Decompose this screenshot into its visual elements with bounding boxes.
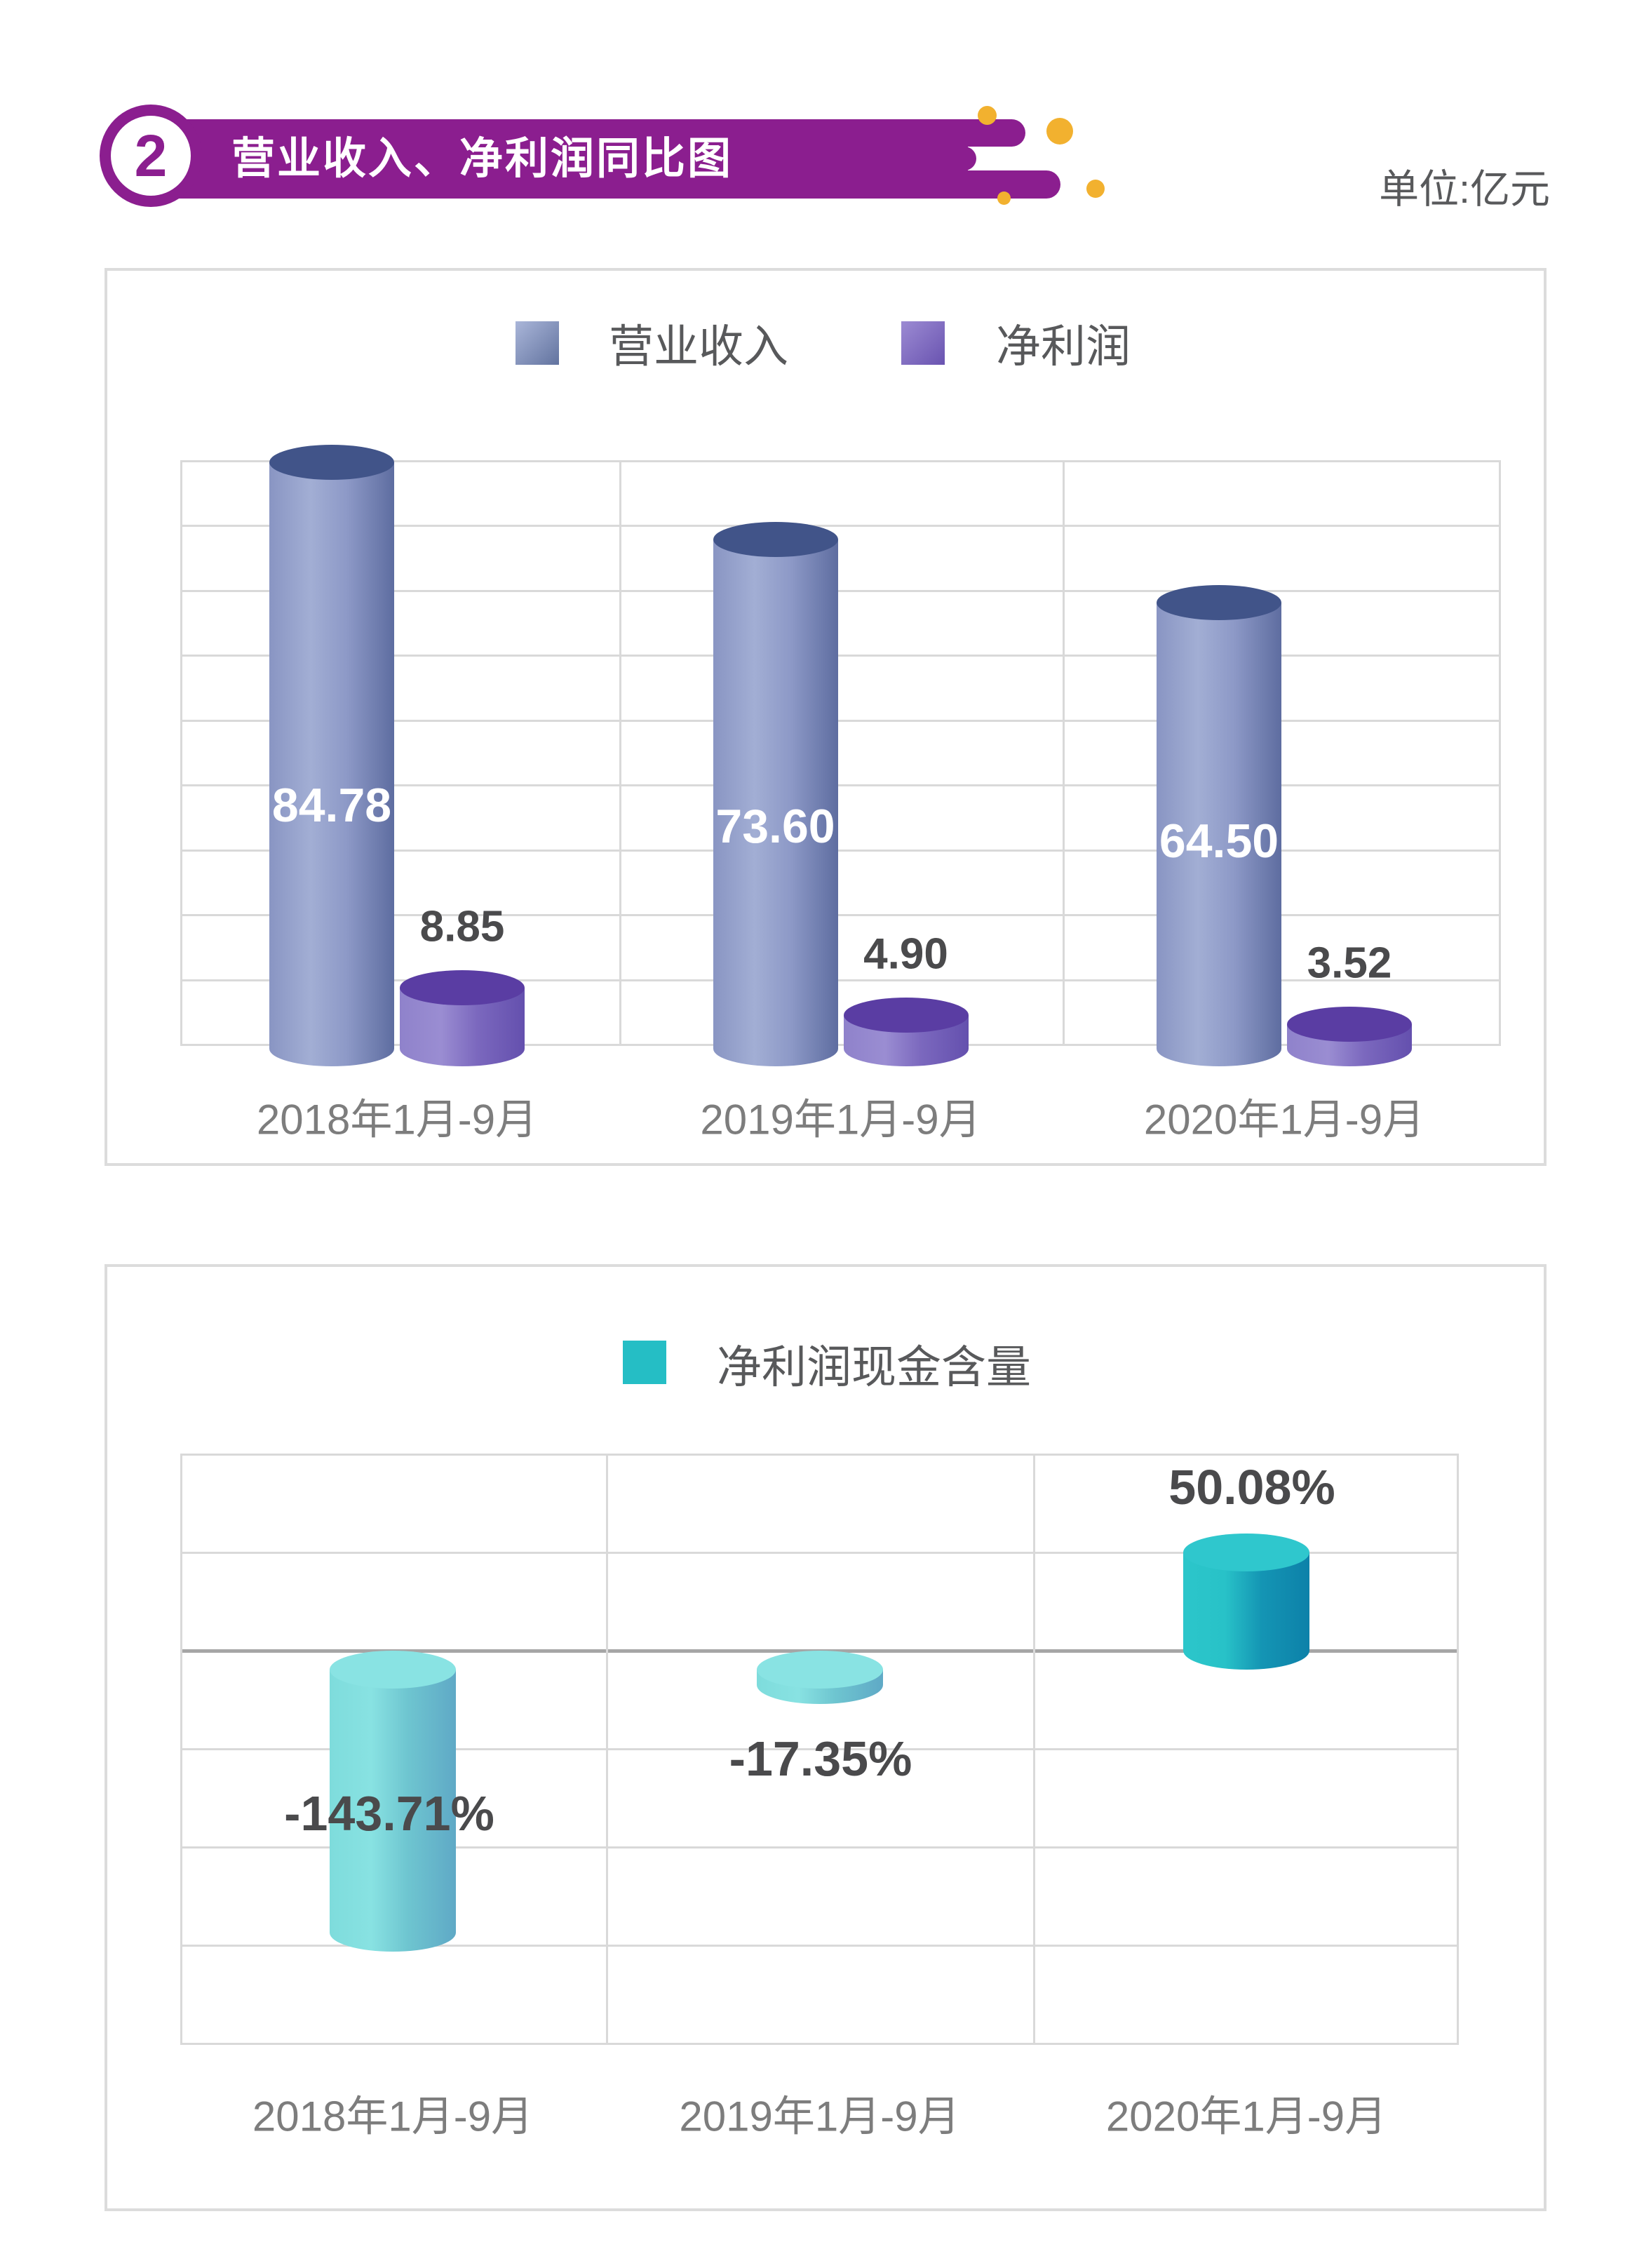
gridline-vertical (619, 461, 621, 1045)
gridline-horizontal (180, 1944, 1459, 1947)
bar-cash-content-1-part (756, 1651, 883, 1689)
bar-profit-1-part (843, 997, 969, 1033)
bar-revenue-0-part (269, 444, 394, 480)
gridline-horizontal (180, 1551, 1459, 1554)
bar-revenue-2 (1157, 584, 1281, 1066)
bar-value-revenue-0: 84.78 (271, 779, 392, 832)
badge-inner-circle: 2 (111, 116, 191, 196)
gridline-horizontal (180, 525, 1501, 527)
gridline-horizontal (180, 914, 1501, 916)
gridline-vertical (1063, 461, 1065, 1045)
x-axis-label-chart1-1: 2019年1月-9月 (700, 1096, 981, 1143)
bar-cash-content-0-part (330, 1670, 456, 1933)
gridline-vertical (1033, 1454, 1035, 2044)
x-axis-label-chart2-2: 2020年1月-9月 (1105, 2093, 1387, 2140)
gridline-horizontal (180, 1747, 1459, 1750)
bar-cash-content-2-part (1183, 1533, 1309, 1571)
banner-decoration-finger-bottom (870, 170, 1060, 199)
bar-value-cash-content-1: -17.35% (729, 1731, 912, 1786)
legend-swatch-revenue (516, 321, 559, 365)
decor-dot-4 (997, 192, 1011, 205)
gridline-vertical (1499, 461, 1501, 1045)
gridline-horizontal (180, 655, 1501, 657)
page-title: 营业收入、净利润同比图 (231, 135, 734, 183)
legend-swatch-cash-content (623, 1341, 666, 1384)
bar-revenue-2-part (1157, 584, 1281, 620)
unit-label: 单位:亿元 (1379, 167, 1550, 212)
decor-dot-3 (1086, 180, 1105, 198)
bar-cash-content-0 (330, 1651, 456, 1952)
x-axis-label-chart1-2: 2020年1月-9月 (1143, 1096, 1425, 1143)
gridline-vertical (1457, 1454, 1459, 2044)
bar-revenue-0-part (269, 462, 394, 1049)
bar-revenue-2-part (1157, 602, 1281, 1049)
bar-value-profit-0: 8.85 (419, 902, 505, 951)
decor-dot-2 (1046, 118, 1073, 145)
bar-profit-2 (1287, 1007, 1412, 1066)
bar-value-profit-1: 4.90 (863, 930, 948, 979)
bar-profit-0-part (400, 969, 525, 1005)
bar-value-revenue-1: 73.60 (715, 800, 835, 853)
bar-value-cash-content-0: -143.71% (284, 1786, 494, 1841)
gridline-horizontal (180, 784, 1501, 786)
bar-revenue-1-part (713, 539, 838, 1049)
bar-profit-0 (400, 969, 525, 1066)
bar-revenue-1 (713, 522, 838, 1066)
x-axis-label-chart2-0: 2018年1月-9月 (252, 2093, 534, 2140)
gridline-horizontal (180, 2042, 1459, 2045)
x-axis-label-chart2-1: 2019年1月-9月 (679, 2093, 960, 2140)
gridline-vertical (180, 461, 182, 1045)
bar-cash-content-0-part (330, 1651, 456, 1689)
bar-revenue-1-part (713, 522, 838, 558)
legend-label-revenue: 营业收入 (609, 321, 788, 372)
section-number-badge: 2 (100, 105, 202, 207)
title-banner (168, 119, 968, 199)
bar-profit-1 (843, 997, 969, 1066)
gridline-horizontal (180, 979, 1501, 981)
decor-dot-1 (978, 106, 997, 125)
banner-decoration-finger-middle (870, 147, 976, 170)
x-axis-label-chart1-0: 2018年1月-9月 (256, 1096, 538, 1143)
gridline-horizontal (180, 1453, 1459, 1456)
gridline-horizontal (180, 1846, 1459, 1848)
bar-value-cash-content-2: 50.08% (1168, 1460, 1335, 1515)
bar-cash-content-1 (756, 1651, 883, 1704)
gridline-vertical (606, 1454, 608, 2044)
bar-cash-content-2 (1183, 1533, 1309, 1670)
bar-profit-2-part (1287, 1007, 1412, 1042)
legend-label-profit: 净利润 (996, 321, 1131, 372)
gridline-horizontal (180, 1044, 1501, 1046)
gridline-horizontal (180, 849, 1501, 852)
gridline-vertical (180, 1454, 182, 2044)
gridline-horizontal (180, 589, 1501, 592)
badge-number: 2 (134, 123, 168, 189)
legend-swatch-profit (901, 321, 945, 365)
banner-decoration-finger-top (870, 119, 1025, 147)
gridline-horizontal (180, 459, 1501, 462)
bar-revenue-0 (269, 444, 394, 1066)
bar-value-revenue-2: 64.50 (1159, 814, 1279, 868)
gridline-horizontal (180, 719, 1501, 722)
bar-value-profit-2: 3.52 (1307, 939, 1392, 988)
legend-label-cash-content: 净利润现金含量 (717, 1342, 1031, 1393)
